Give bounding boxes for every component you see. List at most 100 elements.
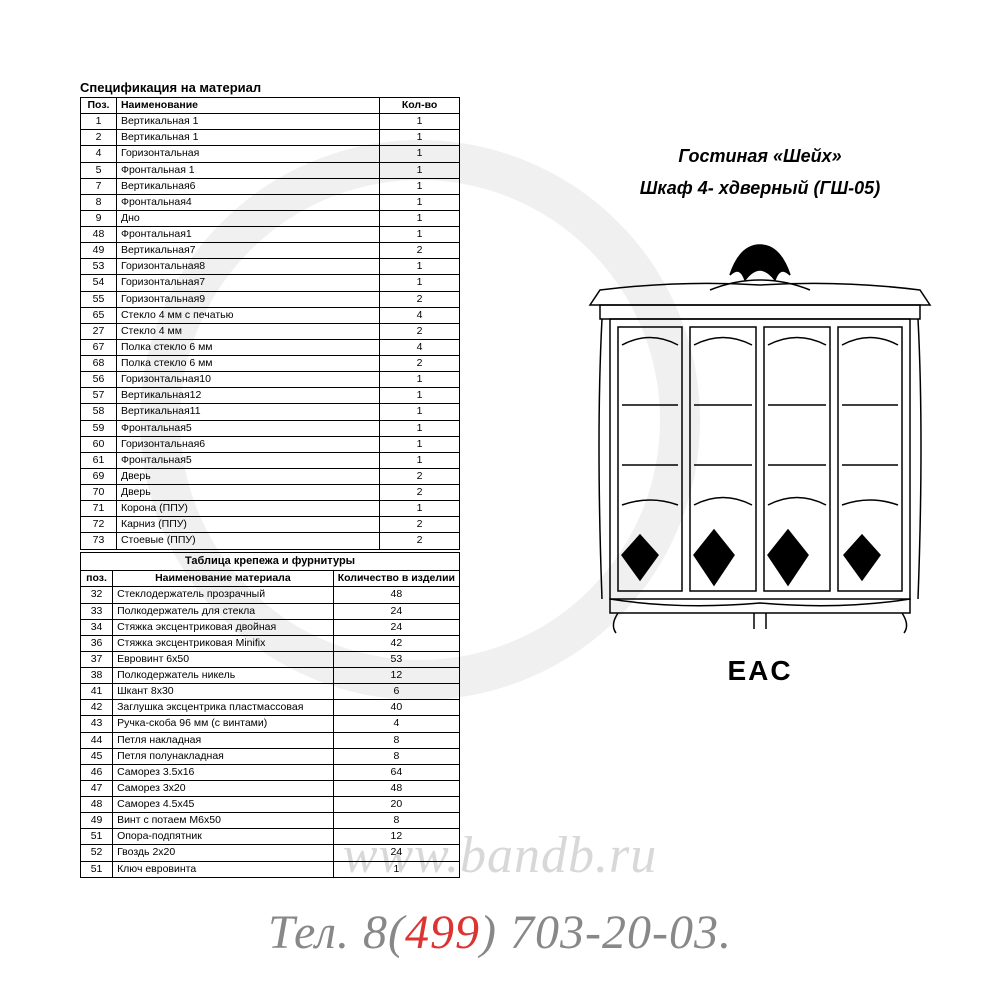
hardware-caption-row: Таблица крепежа и фурнитуры (81, 552, 460, 571)
cell-name: Горизонтальная (116, 146, 379, 162)
cell-qty: 1 (380, 146, 460, 162)
table-row: 69Дверь2 (81, 468, 460, 484)
hw-col-qty: Количество в изделии (333, 571, 459, 587)
table-row: 1Вертикальная 11 (81, 114, 460, 130)
table-row: 51Ключ евровинта1 (81, 861, 460, 877)
spec-title: Спецификация на материал (80, 80, 500, 95)
cell-pos: 38 (81, 668, 113, 684)
table-row: 34Стяжка эксцентриковая двойная24 (81, 619, 460, 635)
hardware-header-row: поз. Наименование материала Количество в… (81, 571, 460, 587)
cell-name: Фронтальная5 (116, 420, 379, 436)
hardware-caption: Таблица крепежа и фурнитуры (81, 552, 460, 571)
cell-name: Вертикальная 1 (116, 130, 379, 146)
cell-name: Вертикальная7 (116, 243, 379, 259)
table-row: 33Полкодержатель для стекла24 (81, 603, 460, 619)
phone-line: Тел. 8(499) 703-20-03. (0, 905, 1000, 960)
cell-pos: 67 (81, 339, 117, 355)
spec-col-name: Наименование (116, 98, 379, 114)
cell-name: Фронтальная1 (116, 227, 379, 243)
cell-name: Полка стекло 6 мм (116, 339, 379, 355)
table-row: 32Стеклодержатель прозрачный48 (81, 587, 460, 603)
cell-qty: 42 (333, 635, 459, 651)
product-title-1: Гостиная «Шейх» (560, 140, 960, 172)
cell-qty: 2 (380, 291, 460, 307)
cell-name: Саморез 4.5х45 (113, 797, 334, 813)
cell-qty: 20 (333, 797, 459, 813)
cell-name: Петля полунакладная (113, 748, 334, 764)
cell-pos: 54 (81, 275, 117, 291)
cell-pos: 57 (81, 388, 117, 404)
cell-pos: 49 (81, 243, 117, 259)
cell-pos: 8 (81, 194, 117, 210)
cell-qty: 2 (380, 468, 460, 484)
cell-qty: 48 (333, 587, 459, 603)
cell-qty: 8 (333, 813, 459, 829)
cell-name: Вертикальная11 (116, 404, 379, 420)
content-area: Спецификация на материал Поз. Наименован… (0, 0, 1000, 878)
cell-qty: 1 (380, 259, 460, 275)
cell-qty: 1 (380, 178, 460, 194)
table-row: 45Петля полунакладная8 (81, 748, 460, 764)
table-row: 56Горизонтальная101 (81, 372, 460, 388)
cell-name: Евровинт 6х50 (113, 651, 334, 667)
cell-qty: 1 (380, 452, 460, 468)
cell-qty: 1 (380, 404, 460, 420)
cell-name: Дно (116, 210, 379, 226)
spec-header-row: Поз. Наименование Кол-во (81, 98, 460, 114)
cell-qty: 2 (380, 485, 460, 501)
cell-name: Саморез 3х20 (113, 780, 334, 796)
cell-name: Полкодержатель для стекла (113, 603, 334, 619)
table-row: 54Горизонтальная71 (81, 275, 460, 291)
hw-col-pos: поз. (81, 571, 113, 587)
table-row: 59Фронтальная51 (81, 420, 460, 436)
cell-name: Фронтальная 1 (116, 162, 379, 178)
cell-name: Саморез 3.5х16 (113, 764, 334, 780)
table-row: 70Дверь2 (81, 485, 460, 501)
cell-qty: 1 (380, 194, 460, 210)
cell-name: Горизонтальная8 (116, 259, 379, 275)
cell-qty: 1 (380, 420, 460, 436)
cell-qty: 40 (333, 700, 459, 716)
cell-name: Горизонтальная7 (116, 275, 379, 291)
cell-name: Стеклодержатель прозрачный (113, 587, 334, 603)
table-row: 58Вертикальная111 (81, 404, 460, 420)
table-row: 37Евровинт 6х5053 (81, 651, 460, 667)
cell-name: Ручка-скоба 96 мм (с винтами) (113, 716, 334, 732)
cell-name: Заглушка эксцентрика пластмассовая (113, 700, 334, 716)
cell-qty: 2 (380, 533, 460, 549)
cell-name: Ключ евровинта (113, 861, 334, 877)
cell-pos: 70 (81, 485, 117, 501)
cell-qty: 1 (380, 372, 460, 388)
cell-name: Вертикальная6 (116, 178, 379, 194)
table-row: 42Заглушка эксцентрика пластмассовая40 (81, 700, 460, 716)
table-row: 73Стоевые (ППУ)2 (81, 533, 460, 549)
cell-pos: 53 (81, 259, 117, 275)
spec-col-qty: Кол-во (380, 98, 460, 114)
cell-pos: 44 (81, 732, 113, 748)
cell-name: Петля накладная (113, 732, 334, 748)
cabinet-illustration (580, 235, 940, 635)
cell-pos: 9 (81, 210, 117, 226)
cell-name: Вертикальная12 (116, 388, 379, 404)
cell-pos: 73 (81, 533, 117, 549)
cell-name: Стяжка эксцентриковая Minifix (113, 635, 334, 651)
table-row: 67Полка стекло 6 мм4 (81, 339, 460, 355)
cell-qty: 12 (333, 668, 459, 684)
spec-col-pos: Поз. (81, 98, 117, 114)
table-row: 71Корона (ППУ)1 (81, 501, 460, 517)
cell-name: Фронтальная4 (116, 194, 379, 210)
cell-pos: 55 (81, 291, 117, 307)
phone-suffix: ) 703-20-03. (480, 906, 732, 959)
cell-qty: 2 (380, 243, 460, 259)
hardware-table: Таблица крепежа и фурнитуры поз. Наимено… (80, 552, 460, 878)
right-column: Гостиная «Шейх» Шкаф 4- хдверный (ГШ-05) (500, 80, 960, 878)
cell-pos: 48 (81, 227, 117, 243)
left-column: Спецификация на материал Поз. Наименован… (80, 80, 500, 878)
table-row: 8Фронтальная41 (81, 194, 460, 210)
cell-qty: 2 (380, 517, 460, 533)
cell-pos: 71 (81, 501, 117, 517)
cell-qty: 1 (380, 114, 460, 130)
cell-qty: 1 (380, 388, 460, 404)
cell-qty: 12 (333, 829, 459, 845)
table-row: 57Вертикальная121 (81, 388, 460, 404)
